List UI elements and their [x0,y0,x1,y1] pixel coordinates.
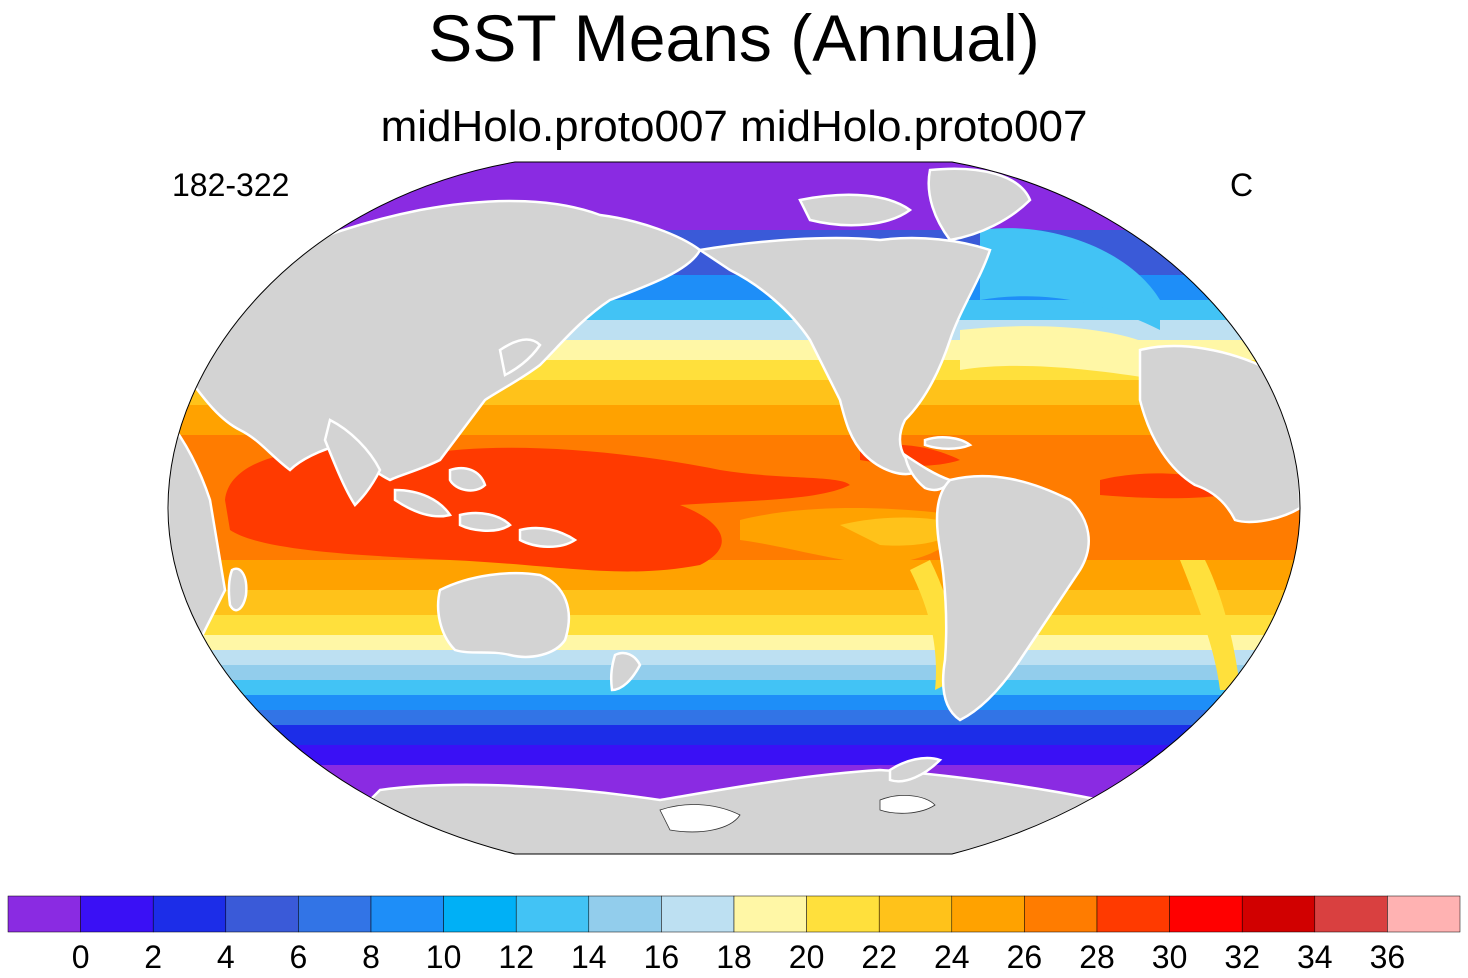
colorbar-swatch [1314,895,1388,933]
band-s-mid2 [168,665,1300,680]
land-japan [498,338,542,377]
ice-shelf-ross [659,804,741,833]
colorbar-swatch [152,895,227,933]
colorbar: 0 2 4 6 8 10 12 14 16 18 20 22 24 26 28 30 32 34 36 [7,895,1461,975]
cold-tongue-inner [840,517,960,546]
units-label: C [1230,167,1254,203]
colorbar-tick-label: 14 [571,939,607,975]
colorbar-swatch [1241,895,1316,933]
band-s-sp1 [168,725,1300,745]
warm-pool-indian-pacific [225,447,850,572]
land-north-america [696,236,992,476]
land-new-zealand [609,651,642,692]
colorbar-swatch [1024,895,1098,933]
band-s-sub1 [168,560,1300,590]
land-greenland [927,167,1032,242]
colorbar-swatch [1387,895,1461,933]
land-africa-east [168,416,227,642]
band-s-mid1 [168,650,1300,665]
band-s-sp2 [168,745,1300,765]
land-indonesia-2 [458,511,512,532]
ice-shelf-weddell [879,795,936,814]
band-s-sub4 [168,635,1300,650]
colorbar-tick-label: 12 [498,939,534,975]
page-title: SST Means (Annual) [428,1,1040,75]
land-indonesia-1 [393,488,453,518]
colorbar-swatch [733,895,807,933]
colorbar-tick-label: 6 [290,939,308,975]
colorbar-tick-label: 18 [716,939,752,975]
colorbar-tick-label: 0 [72,939,90,975]
north-atlantic-cool [980,228,1160,330]
colorbar-tick-label: 28 [1079,939,1115,975]
land-india [323,418,382,507]
colorbar-swatch [878,895,953,933]
land-eurasia [168,199,702,482]
colorbar-swatch [951,895,1025,933]
land-africa-west [1138,344,1300,524]
colorbar-tick-label: 20 [789,939,825,975]
land-borneo [448,466,487,492]
land-cuba [923,436,973,450]
colorbar-swatch [661,895,735,933]
colorbar-swatch [298,895,372,933]
band-s-sub2 [168,590,1300,615]
land-central-america [903,452,952,492]
band-s-sub3 [168,615,1300,635]
colorbar-swatch [515,895,590,933]
colorbar-tick-label: 22 [861,939,897,975]
colorbar-swatch [225,895,299,933]
colorbar-tick-label: 34 [1297,939,1333,975]
colorbar-swatch [1096,895,1170,933]
period-label: 182-322 [172,167,290,203]
map-outline [167,161,1301,855]
land-arctic-islands [798,193,913,227]
page-subtitle: midHolo.proto007 midHolo.proto007 [380,102,1088,151]
band-s-mid4 [168,695,1300,710]
land-new-guinea [518,526,578,548]
sst-map [167,161,1301,855]
band-s-mid3 [168,680,1300,695]
colorbar-swatch [7,895,81,933]
land-antarctic-peninsula [888,756,943,783]
colorbar-swatch [588,895,662,933]
colorbar-tick-label: 10 [426,939,462,975]
benguela-current [1180,560,1240,690]
north-atlantic-warm [960,326,1160,380]
band-s-mid5 [168,710,1300,725]
colorbar-tick-label: 2 [144,939,162,975]
land-australia [436,571,570,659]
land-south-america [935,474,1090,722]
colorbar-tick-label: 4 [217,939,235,975]
colorbar-swatch [370,895,444,933]
colorbar-tick-label: 36 [1370,939,1406,975]
colorbar-swatch [443,895,517,933]
colorbar-tick-label: 30 [1152,939,1188,975]
colorbar-tick-label: 24 [934,939,970,975]
colorbar-swatch [80,895,154,933]
colorbar-swatch [1169,895,1243,933]
land-madagascar [227,567,248,612]
colorbar-tick-label: 26 [1007,939,1043,975]
colorbar-swatch [806,895,880,933]
colorbar-tick-label: 16 [644,939,680,975]
colorbar-tick-label: 8 [362,939,380,975]
colorbar-tick-label: 32 [1224,939,1260,975]
